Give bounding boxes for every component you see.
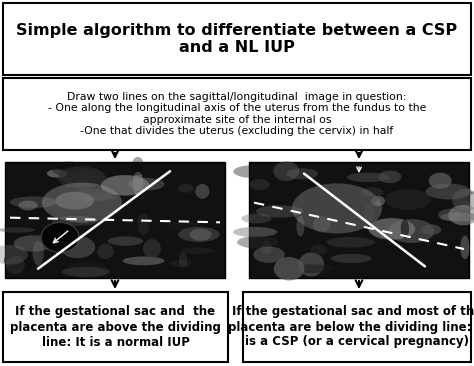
Ellipse shape [292,183,382,234]
Ellipse shape [143,239,161,258]
Ellipse shape [130,262,142,271]
Ellipse shape [313,217,331,232]
Ellipse shape [371,196,385,206]
Ellipse shape [401,219,409,238]
Ellipse shape [14,235,54,251]
Ellipse shape [42,183,122,223]
Ellipse shape [108,236,143,246]
Ellipse shape [128,178,164,191]
Ellipse shape [421,224,441,235]
Ellipse shape [0,245,28,265]
Text: If the gestational sac and  the
placenta are above the dividing
line: It is a no: If the gestational sac and the placenta … [10,306,221,348]
Ellipse shape [364,203,374,224]
Ellipse shape [448,205,474,225]
Ellipse shape [41,223,79,253]
Ellipse shape [97,244,114,259]
Ellipse shape [274,257,304,280]
Ellipse shape [436,190,474,196]
Ellipse shape [55,192,94,210]
Ellipse shape [310,244,328,255]
Ellipse shape [69,261,108,278]
Ellipse shape [0,227,35,233]
Ellipse shape [168,221,198,231]
FancyBboxPatch shape [5,162,225,278]
Ellipse shape [249,179,270,190]
Ellipse shape [100,175,149,195]
FancyBboxPatch shape [243,292,471,362]
Ellipse shape [388,219,435,243]
Ellipse shape [60,236,95,258]
Ellipse shape [47,169,67,178]
FancyBboxPatch shape [3,78,471,150]
Ellipse shape [83,193,117,201]
Ellipse shape [115,209,124,216]
Ellipse shape [347,173,389,182]
Ellipse shape [133,172,143,196]
Text: Simple algorithm to differentiate between a CSP
and a NL IUP: Simple algorithm to differentiate betwee… [17,23,457,55]
Ellipse shape [4,251,37,270]
FancyBboxPatch shape [3,3,471,75]
Ellipse shape [137,213,149,235]
Ellipse shape [123,257,164,265]
FancyBboxPatch shape [249,162,469,278]
Ellipse shape [190,229,212,240]
Ellipse shape [452,189,474,211]
Ellipse shape [132,157,144,175]
Ellipse shape [368,218,415,240]
Ellipse shape [378,171,401,183]
Ellipse shape [178,227,219,242]
Ellipse shape [290,264,335,273]
Ellipse shape [40,242,60,247]
Ellipse shape [180,247,215,254]
Ellipse shape [170,260,191,267]
Ellipse shape [440,212,474,221]
Ellipse shape [52,161,86,176]
Ellipse shape [460,236,470,259]
Ellipse shape [195,184,210,199]
Ellipse shape [10,197,57,208]
Ellipse shape [63,169,107,187]
Ellipse shape [233,227,277,237]
Ellipse shape [62,267,110,277]
Ellipse shape [327,237,375,248]
Ellipse shape [233,165,276,178]
Ellipse shape [426,183,471,199]
Ellipse shape [339,190,378,207]
Ellipse shape [428,173,452,189]
Ellipse shape [385,189,431,210]
Ellipse shape [299,253,324,276]
Ellipse shape [18,201,37,210]
Ellipse shape [429,232,468,239]
Ellipse shape [52,216,98,226]
Ellipse shape [33,241,44,266]
Ellipse shape [237,236,278,249]
Ellipse shape [55,169,91,183]
Ellipse shape [256,205,303,218]
Ellipse shape [251,243,278,251]
Ellipse shape [253,247,285,263]
Ellipse shape [286,168,318,179]
Ellipse shape [179,252,187,267]
Ellipse shape [241,214,271,223]
Ellipse shape [6,256,25,274]
Ellipse shape [438,209,463,221]
Text: If the gestational sac and most of the
placenta are below the dividing line: It
: If the gestational sac and most of the p… [228,306,474,348]
Ellipse shape [57,166,104,189]
Ellipse shape [261,241,272,254]
FancyBboxPatch shape [3,292,228,362]
Ellipse shape [296,216,304,237]
Ellipse shape [361,187,383,197]
Ellipse shape [461,201,470,208]
Ellipse shape [331,254,372,263]
Ellipse shape [178,184,194,193]
Ellipse shape [273,161,299,181]
Ellipse shape [70,189,113,201]
Text: Draw two lines on the sagittal/longitudinal  image in question:
- One along the : Draw two lines on the sagittal/longitudi… [48,92,426,137]
